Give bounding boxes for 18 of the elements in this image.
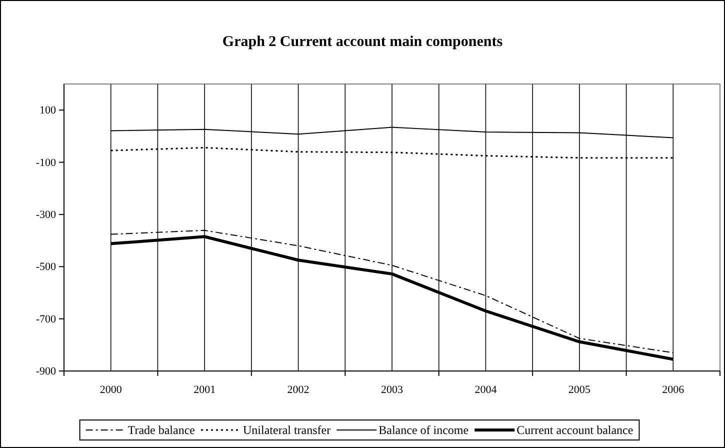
x-tick-label: 2006	[662, 384, 685, 396]
y-tick-label: 100	[40, 104, 56, 117]
x-tick-label: 2002	[287, 384, 310, 396]
legend-label: Trade balance	[128, 423, 195, 437]
x-tick-label: 2004	[474, 384, 498, 396]
x-tick-label: 2000	[100, 384, 122, 396]
x-tick-label: 2003	[381, 384, 404, 396]
y-tick-label: -100	[36, 156, 56, 169]
x-tick-label: 2001	[194, 384, 216, 396]
legend-label: Current account balance	[516, 423, 634, 437]
y-tick-label: -700	[36, 313, 56, 326]
legend-label: Unilateral transfer	[243, 423, 331, 437]
y-tick-label: -500	[36, 261, 56, 274]
legend-label: Balance of income	[378, 423, 469, 437]
y-tick-label: -300	[36, 208, 56, 221]
x-tick-label: 2005	[568, 384, 591, 396]
y-tick-label: -900	[36, 366, 56, 378]
chart-title: Graph 2 Current account main components	[222, 34, 503, 50]
